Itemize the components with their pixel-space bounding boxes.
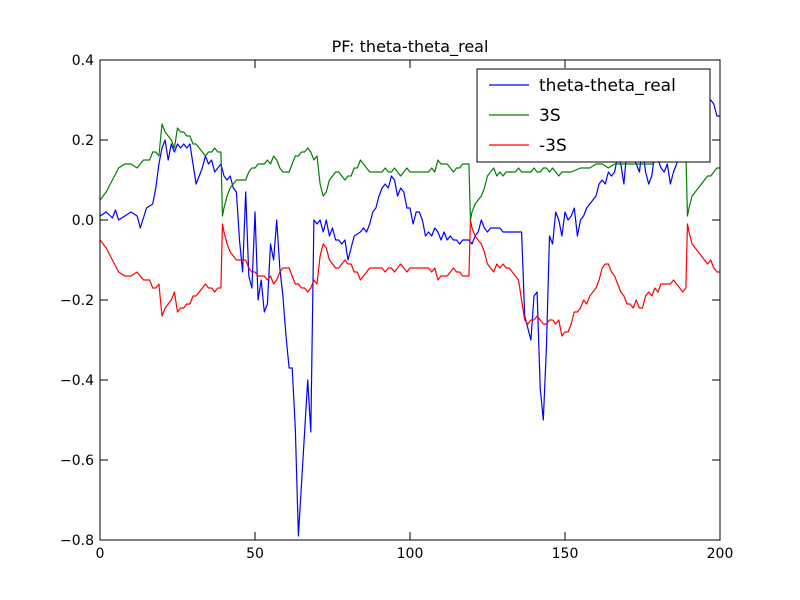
x-axis: 0 50 100 150 200 (96, 60, 734, 562)
y-tick-label: −0.2 (60, 293, 94, 309)
x-tick-label: 200 (707, 546, 734, 562)
y-tick-label: −0.4 (60, 373, 94, 389)
y-tick-label: −0.8 (60, 533, 94, 549)
x-tick-label: 150 (552, 546, 579, 562)
y-tick-label: −0.6 (60, 453, 94, 469)
y-tick-label: 0.4 (72, 53, 94, 69)
y-tick-label: 0.2 (72, 133, 94, 149)
series-line-1 (99, 123, 720, 221)
y-axis: 0.4 0.2 0.0 −0.2 −0.4 −0.6 −0.8 (60, 53, 720, 549)
legend-label-0: theta-theta_real (539, 76, 676, 96)
x-tick-label: 50 (246, 546, 264, 562)
legend-label-2: -3S (539, 136, 567, 156)
legend: theta-theta_real 3S -3S (476, 68, 711, 163)
x-tick-label: 100 (397, 546, 424, 562)
legend-label-1: 3S (539, 106, 561, 126)
y-tick-label: 0.0 (72, 213, 94, 229)
series-line-2 (99, 219, 720, 337)
x-tick-label: 0 (96, 546, 105, 562)
chart-title: PF: theta-theta_real (332, 37, 489, 57)
